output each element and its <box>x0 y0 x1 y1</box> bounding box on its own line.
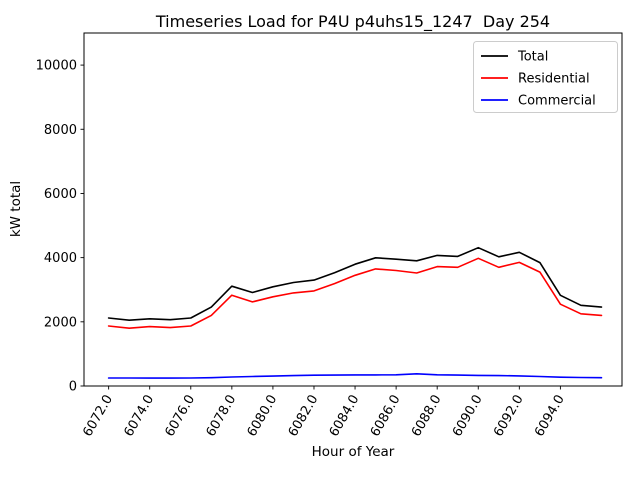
x-tick-label: 6076.0 <box>163 393 199 440</box>
legend-label-commercial: Commercial <box>518 94 596 109</box>
x-tick-label: 6074.0 <box>121 393 157 440</box>
x-tick-label: 6072.0 <box>80 393 116 440</box>
series-line-total <box>107 246 603 322</box>
x-tick-label: 6082.0 <box>286 393 322 440</box>
legend-entries: Total Residential Commercial <box>481 50 596 109</box>
y-tick-label: 4000 <box>44 251 77 266</box>
legend-label-residential: Residential <box>518 72 590 87</box>
x-axis: 6072.0 6074.0 6076.0 6078.0 6080.0 6082.0 6084… <box>80 386 568 440</box>
y-tick-label: 6000 <box>44 187 77 202</box>
series-line-commercial <box>107 372 603 379</box>
series-line-residential <box>107 257 603 330</box>
x-tick-label: 6092.0 <box>491 393 527 440</box>
y-tick-label: 2000 <box>44 315 77 330</box>
y-tick-label: 0 <box>69 380 77 395</box>
y-tick-label: 10000 <box>36 59 77 74</box>
x-tick-label: 6084.0 <box>327 393 363 440</box>
y-tick-label: 8000 <box>44 123 77 138</box>
x-axis-label: Hour of Year <box>312 444 395 460</box>
x-tick-label: 6088.0 <box>409 393 445 440</box>
x-tick-label: 6090.0 <box>450 392 486 439</box>
y-axis: 0 2000 4000 6000 8000 10000 <box>36 59 84 395</box>
legend-label-total: Total <box>517 50 548 65</box>
legend-frame <box>473 41 618 113</box>
chart-title: Timeseries Load for P4U p4uhs15_1247 Day… <box>155 12 550 32</box>
y-axis-label: kW total <box>8 181 24 237</box>
x-tick-label: 6094.0 <box>532 393 568 440</box>
x-tick-label: 6086.0 <box>368 393 404 440</box>
series-lines <box>107 246 603 379</box>
x-tick-label: 6080.0 <box>245 393 281 440</box>
legend: Total Residential Commercial <box>473 41 618 113</box>
x-tick-label: 6078.0 <box>204 393 240 440</box>
